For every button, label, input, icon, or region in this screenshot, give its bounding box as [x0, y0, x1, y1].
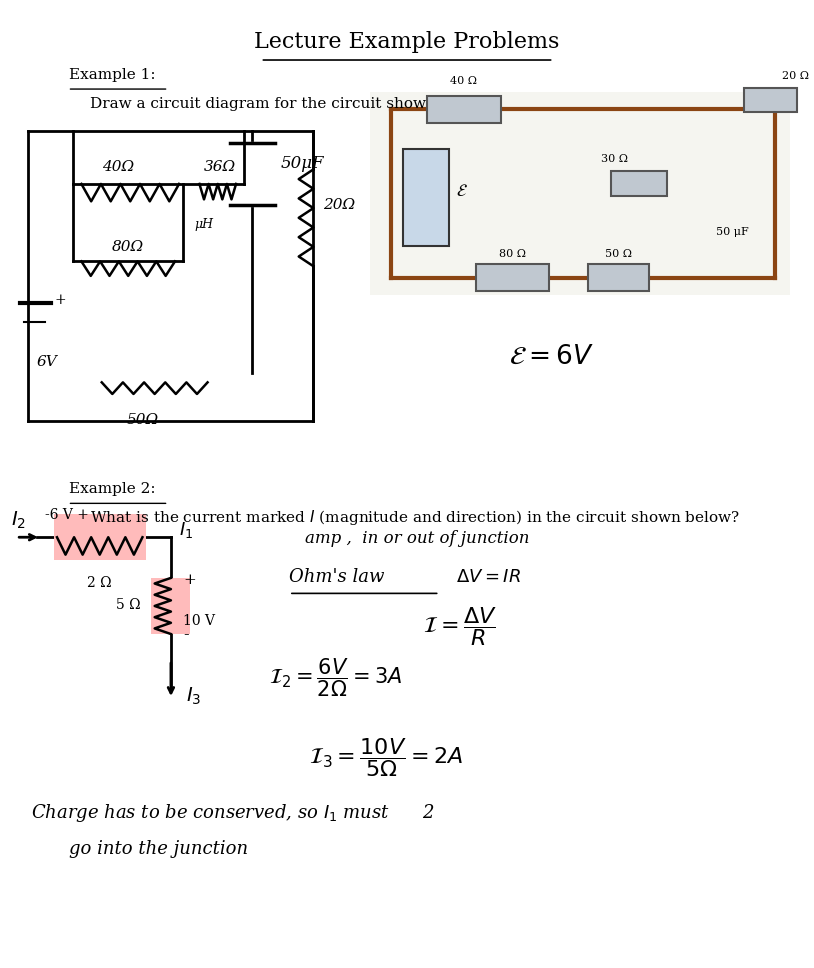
Text: go into the junction: go into the junction: [69, 840, 248, 859]
Text: $I_2$: $I_2$: [11, 510, 26, 531]
Text: 20 Ω: 20 Ω: [781, 71, 809, 80]
Bar: [744, 88, 798, 112]
Text: 50 μF: 50 μF: [716, 227, 749, 237]
Text: Lecture Example Problems: Lecture Example Problems: [254, 31, 560, 53]
Text: Example 2:: Example 2:: [69, 482, 155, 496]
Text: 40Ω: 40Ω: [102, 160, 134, 173]
Bar: [610, 170, 667, 196]
Text: 6 V: 6 V: [417, 207, 435, 218]
Text: +: +: [183, 573, 196, 587]
Text: $\mathcal{E}$: $\mathcal{E}$: [457, 183, 468, 200]
Text: μH: μH: [194, 218, 213, 230]
Text: 10 V: 10 V: [183, 614, 215, 627]
Text: 80 Ω: 80 Ω: [499, 249, 527, 258]
Text: $\mathcal{I} = \dfrac{\Delta V}{R}$: $\mathcal{I} = \dfrac{\Delta V}{R}$: [423, 605, 497, 648]
Text: -6 V +: -6 V +: [45, 508, 89, 522]
Text: 50μF: 50μF: [281, 155, 324, 172]
Text: 50Ω: 50Ω: [126, 413, 159, 427]
Text: 36Ω: 36Ω: [204, 160, 236, 173]
Text: Draw a circuit diagram for the circuit shown below.: Draw a circuit diagram for the circuit s…: [90, 97, 489, 110]
Bar: [54, 514, 146, 560]
Text: 2 Ω: 2 Ω: [87, 576, 112, 590]
Text: -: -: [183, 626, 189, 644]
Text: 30 Ω: 30 Ω: [601, 154, 628, 165]
Bar: [370, 92, 790, 295]
Bar: [588, 264, 650, 291]
Text: $\mathcal{I}_2 = \dfrac{6V}{2\Omega} = 3A$: $\mathcal{I}_2 = \dfrac{6V}{2\Omega} = 3…: [269, 656, 402, 699]
Text: 20Ω: 20Ω: [323, 198, 355, 212]
Text: 5 Ω: 5 Ω: [116, 598, 140, 612]
Text: Charge has to be conserved, so $I_1$ must      2: Charge has to be conserved, so $I_1$ mus…: [31, 802, 435, 824]
Bar: [403, 149, 449, 246]
Text: amp ,  in or out of junction: amp , in or out of junction: [305, 530, 530, 548]
Bar: [476, 264, 549, 291]
Text: $\Delta V = IR$: $\Delta V = IR$: [456, 568, 521, 587]
Text: +: +: [55, 293, 66, 307]
Text: 6V: 6V: [37, 355, 57, 369]
Text: $I_1$: $I_1$: [179, 520, 193, 540]
Text: $\mathcal{E}=6V$: $\mathcal{E}=6V$: [509, 344, 594, 369]
Text: What is the current marked $I$ (magnitude and direction) in the circuit shown be: What is the current marked $I$ (magnitud…: [90, 508, 740, 528]
Text: 40 Ω: 40 Ω: [450, 76, 478, 85]
Text: +: +: [420, 178, 431, 192]
Bar: [151, 578, 190, 634]
Text: Example 1:: Example 1:: [69, 68, 155, 81]
Text: 80Ω: 80Ω: [112, 240, 144, 254]
Text: Ohm's law: Ohm's law: [289, 568, 384, 587]
Bar: [427, 96, 501, 123]
Text: 50 Ω: 50 Ω: [605, 249, 632, 258]
Text: $\mathcal{I}_3 = \dfrac{10V}{5\Omega} = 2A$: $\mathcal{I}_3 = \dfrac{10V}{5\Omega} = …: [309, 736, 464, 778]
Text: $I_3$: $I_3$: [186, 685, 201, 707]
